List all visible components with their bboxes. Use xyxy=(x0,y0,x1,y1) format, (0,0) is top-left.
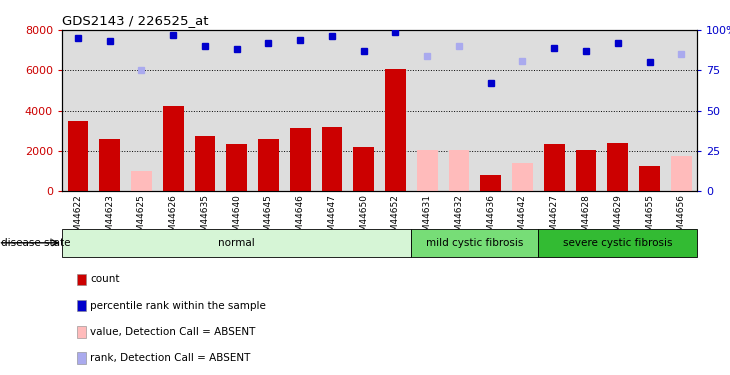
Bar xyxy=(226,144,247,191)
Text: severe cystic fibrosis: severe cystic fibrosis xyxy=(563,238,672,248)
Text: value, Detection Call = ABSENT: value, Detection Call = ABSENT xyxy=(90,327,255,337)
Text: disease state: disease state xyxy=(1,238,70,248)
Bar xyxy=(258,139,279,191)
Bar xyxy=(417,150,437,191)
Bar xyxy=(607,143,628,191)
Bar xyxy=(576,150,596,191)
Bar xyxy=(449,150,469,191)
Bar xyxy=(544,144,564,191)
Bar xyxy=(322,127,342,191)
Text: count: count xyxy=(90,274,120,284)
Text: rank, Detection Call = ABSENT: rank, Detection Call = ABSENT xyxy=(90,353,250,363)
Bar xyxy=(131,171,152,191)
Bar xyxy=(671,156,691,191)
Bar xyxy=(99,139,120,191)
Bar xyxy=(77,274,86,285)
Bar xyxy=(62,229,412,257)
Bar xyxy=(512,163,533,191)
Text: normal: normal xyxy=(218,238,255,248)
Bar xyxy=(290,128,310,191)
Bar xyxy=(353,147,374,191)
Bar xyxy=(412,229,539,257)
Bar xyxy=(77,352,86,364)
Bar xyxy=(195,136,215,191)
Bar xyxy=(480,175,501,191)
Bar xyxy=(639,166,660,191)
Bar xyxy=(68,121,88,191)
Bar xyxy=(163,106,183,191)
Text: GDS2143 / 226525_at: GDS2143 / 226525_at xyxy=(62,15,209,27)
Bar xyxy=(385,69,406,191)
Bar xyxy=(77,300,86,311)
Bar xyxy=(77,326,86,338)
Text: mild cystic fibrosis: mild cystic fibrosis xyxy=(426,238,523,248)
Text: percentile rank within the sample: percentile rank within the sample xyxy=(90,301,266,310)
Bar xyxy=(539,229,697,257)
